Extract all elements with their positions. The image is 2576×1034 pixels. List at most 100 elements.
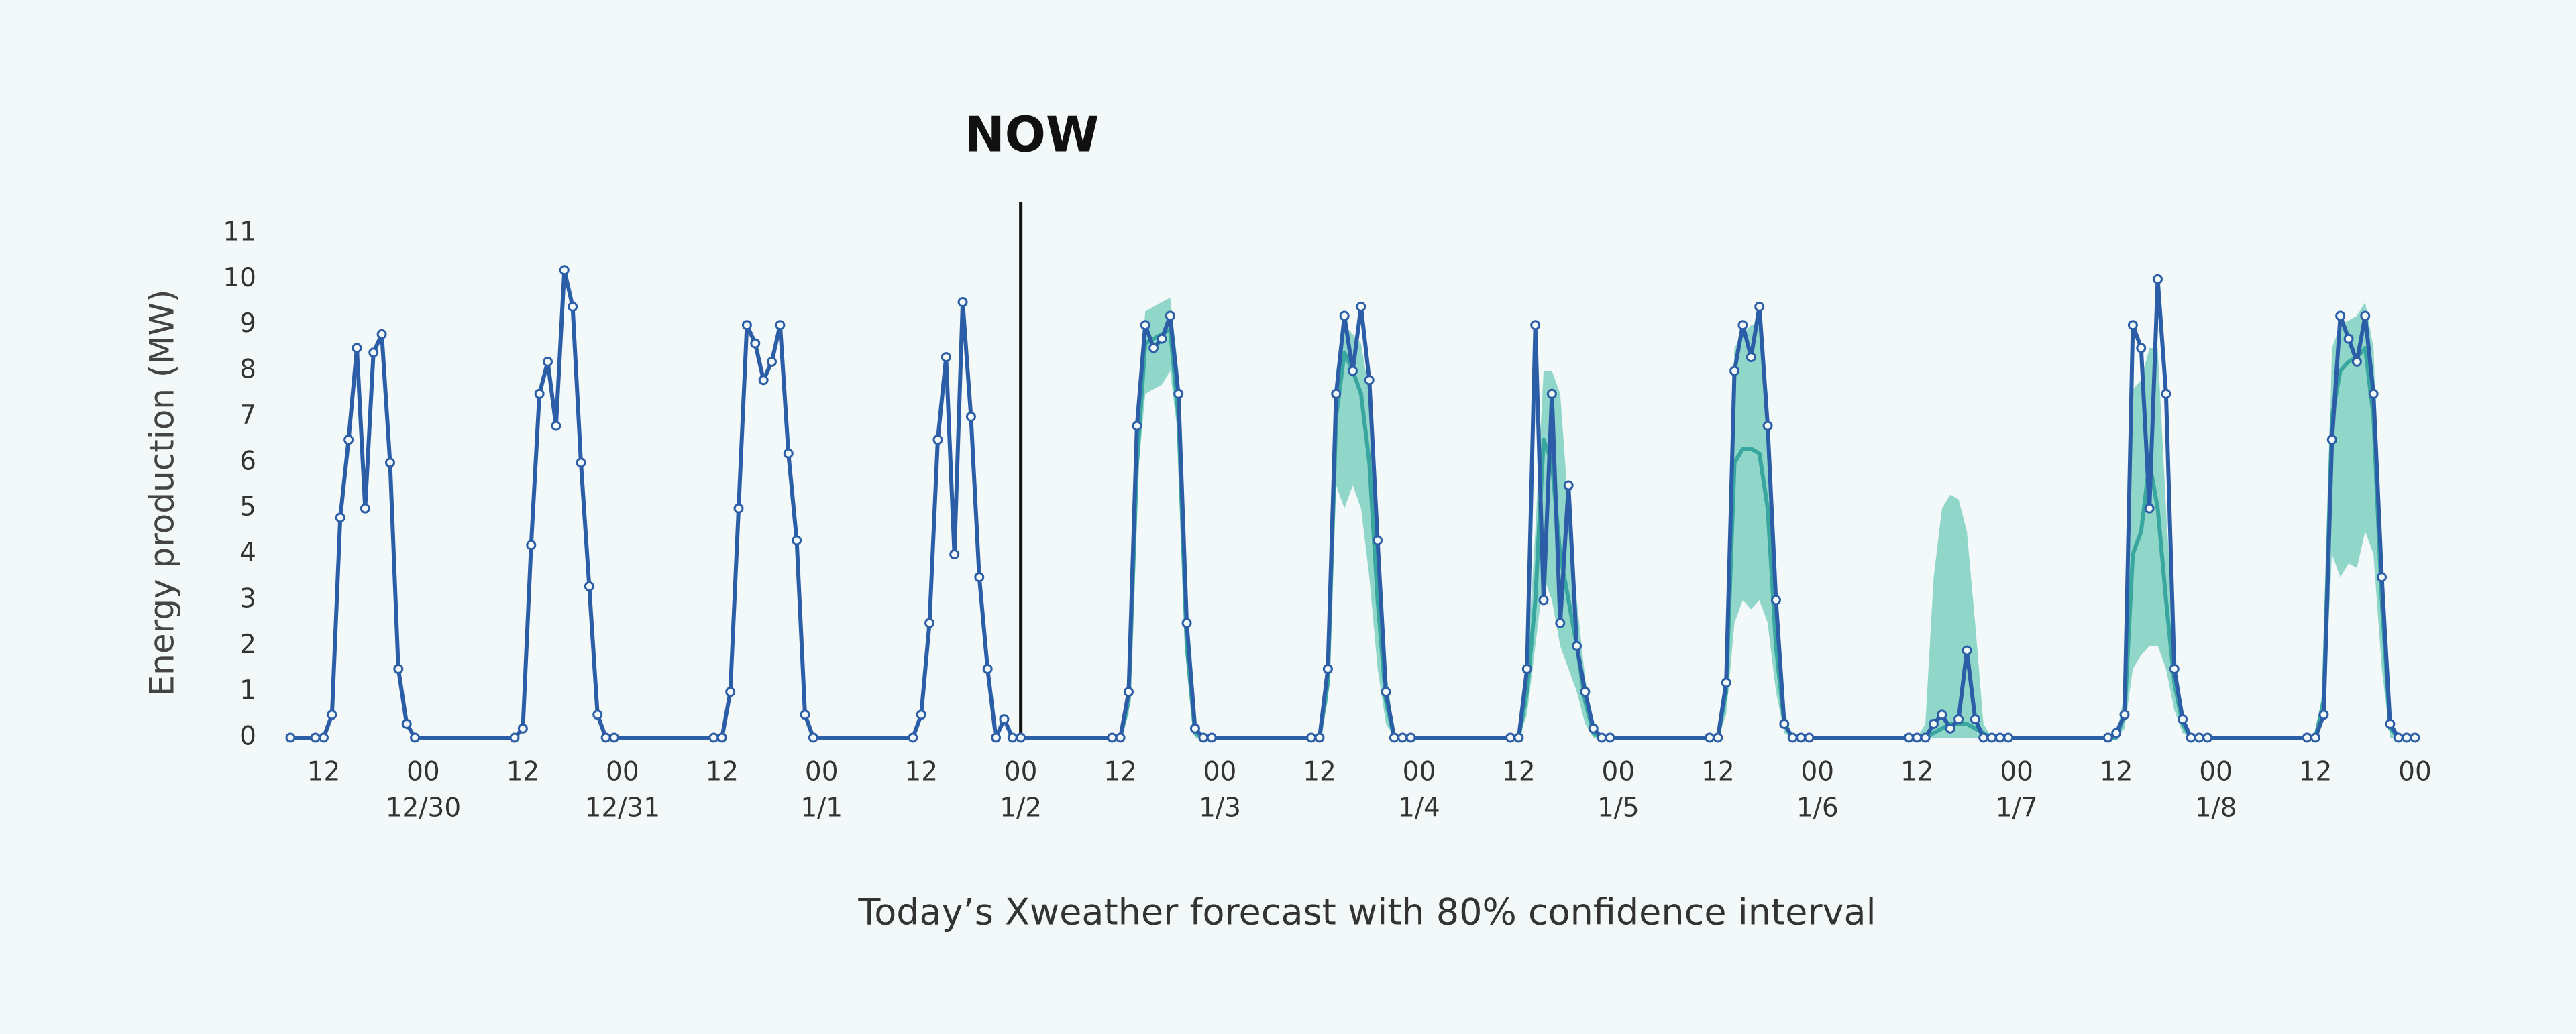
y-tick-label: 8 (239, 355, 256, 385)
data-point (1572, 640, 1582, 651)
data-point (2169, 663, 2180, 674)
y-tick-label: 3 (239, 583, 256, 614)
data-point (343, 435, 354, 445)
data-point (534, 388, 545, 399)
x-tick-label: 12 (2299, 757, 2332, 787)
data-point (2368, 388, 2379, 399)
data-point (949, 549, 960, 560)
y-tick-label: 2 (239, 630, 256, 660)
data-point (1206, 732, 1217, 743)
data-point (1140, 320, 1150, 331)
data-point (1530, 320, 1541, 331)
data-point (999, 714, 1010, 725)
x-date-label: 1/5 (1597, 793, 1640, 823)
data-point (1746, 352, 1756, 363)
data-point (1148, 343, 1159, 353)
data-point (1189, 723, 1200, 734)
data-point (2152, 274, 2163, 284)
data-point (401, 718, 412, 729)
data-point (568, 301, 578, 312)
data-point (1978, 732, 1989, 743)
x-date-label: 1/6 (1796, 793, 1839, 823)
data-point (1970, 714, 1980, 725)
data-point (2393, 732, 2404, 743)
data-point (2410, 732, 2420, 743)
x-tick-label: 12 (1900, 757, 1934, 787)
data-point (2178, 714, 2188, 725)
x-tick-label: 12 (506, 757, 540, 787)
data-point (1381, 687, 1391, 697)
data-point (1405, 732, 1416, 743)
data-point (767, 356, 777, 367)
data-point (1787, 732, 1798, 743)
data-point (708, 732, 719, 743)
x-date-label: 1/7 (1996, 793, 2038, 823)
data-point (608, 732, 619, 743)
data-point (2385, 718, 2396, 729)
data-point (2111, 728, 2122, 738)
data-point (991, 732, 1002, 743)
data-point (1538, 595, 1549, 606)
x-tick-label: 00 (1602, 757, 1635, 787)
data-point (1563, 480, 1574, 491)
data-point (600, 732, 611, 743)
x-tick-label: 00 (606, 757, 639, 787)
data-point (1181, 618, 1192, 628)
x-date-label: 1/3 (1199, 793, 1241, 823)
x-tick-label: 12 (904, 757, 938, 787)
data-point (1937, 709, 1947, 720)
data-point (1513, 732, 1524, 743)
data-point (2119, 709, 2130, 720)
data-point (1721, 677, 1731, 688)
data-point (1920, 732, 1931, 743)
y-tick-label: 5 (239, 492, 256, 522)
data-point (1737, 320, 1748, 331)
data-point (808, 732, 818, 743)
data-point (551, 420, 561, 431)
y-tick-label: 11 (223, 217, 256, 247)
data-point (393, 663, 404, 674)
data-point (1173, 388, 1184, 399)
data-point (1107, 732, 1118, 743)
data-point (285, 732, 296, 743)
data-point (1770, 595, 1781, 606)
data-point (1762, 420, 1773, 431)
data-point (559, 265, 570, 276)
data-point (592, 709, 603, 720)
data-point (1356, 301, 1366, 312)
x-tick-label: 12 (1502, 757, 1536, 787)
data-point (384, 457, 395, 468)
y-tick-label: 0 (239, 722, 256, 752)
data-point (2102, 732, 2113, 743)
data-point (1165, 310, 1175, 321)
data-point (1521, 663, 1532, 674)
data-point (2318, 709, 2329, 720)
data-point (1555, 618, 1566, 628)
x-date-label: 12/30 (386, 793, 461, 823)
x-tick-label: 00 (1004, 757, 1038, 787)
data-point (1779, 718, 1790, 729)
x-tick-label: 12 (1303, 757, 1336, 787)
data-point (741, 320, 752, 331)
data-point (1007, 732, 1018, 743)
y-tick-label: 6 (239, 446, 256, 476)
data-point (750, 338, 761, 349)
data-point (1953, 714, 1964, 725)
data-point (941, 352, 951, 363)
data-point (1306, 732, 1317, 743)
data-point (352, 343, 362, 353)
data-point (1016, 732, 1026, 743)
data-point (2194, 732, 2204, 743)
data-point (2310, 732, 2321, 743)
data-point (517, 723, 528, 734)
data-point (2136, 343, 2147, 353)
data-point (1331, 388, 1342, 399)
data-point (1754, 301, 1765, 312)
data-point (2127, 320, 2138, 331)
series-line (1020, 327, 2415, 740)
x-tick-label: 12 (307, 757, 341, 787)
data-point (2360, 310, 2371, 321)
x-tick-label: 00 (1801, 757, 1834, 787)
data-point (1397, 732, 1408, 743)
